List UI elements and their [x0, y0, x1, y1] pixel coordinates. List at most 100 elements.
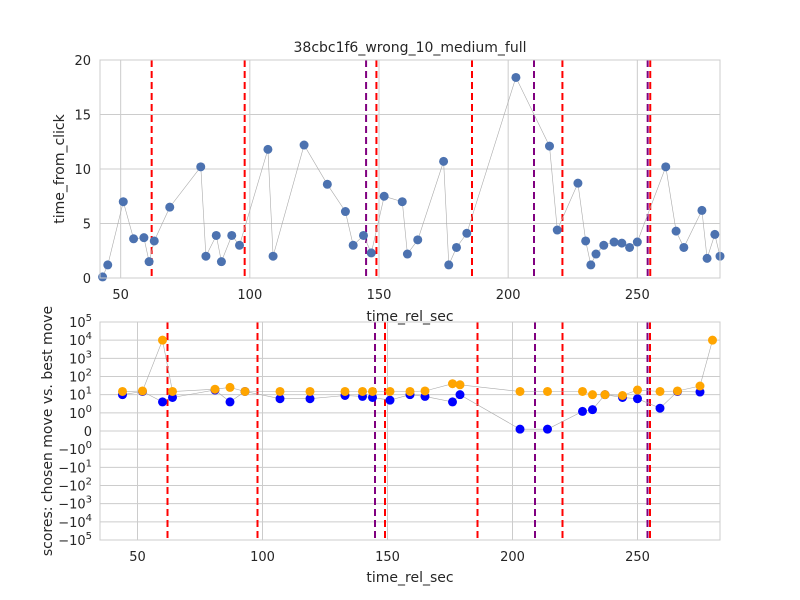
chosen-move-point: [158, 397, 167, 407]
chart-time-from-click: 50 100 150 200 250 0 5 10 15 20 38cbc1f6_wrong_1…: [52, 40, 725, 325]
data-point: [129, 234, 139, 244]
y-tick-label: 103: [69, 349, 92, 367]
data-point: [452, 242, 461, 252]
data-point: [139, 233, 149, 243]
data-point: [661, 162, 671, 172]
y-axis-label: scores: chosen move vs. best move: [40, 306, 56, 556]
chosen-move-point: [455, 390, 465, 400]
chart-scores: 50 100 150 200 250 1051041031021011000−100−1…: [40, 306, 721, 586]
data-point: [340, 207, 350, 217]
chosen-move-point: [633, 394, 642, 404]
data-point: [702, 253, 712, 263]
data-point: [216, 257, 226, 267]
x-axis-label: time_rel_sec: [366, 309, 453, 325]
best-move-point: [275, 386, 285, 396]
best-move-point: [695, 381, 705, 391]
best-move-point: [138, 386, 147, 396]
chosen-move-point: [655, 403, 665, 413]
best-move-point: [515, 386, 525, 396]
chosen-move-point: [448, 397, 457, 407]
chosen-move-point: [275, 394, 285, 404]
data-point: [671, 226, 681, 236]
data-point: [322, 179, 332, 189]
x-tick-label: 50: [129, 550, 146, 565]
x-axis-label: time_rel_sec: [366, 570, 453, 586]
best-move-point: [600, 390, 610, 400]
chosen-move-point: [225, 397, 235, 407]
data-point: [573, 178, 583, 188]
best-move-point: [118, 386, 127, 396]
best-move-point: [543, 386, 552, 396]
data-point: [617, 238, 627, 248]
data-point: [348, 240, 358, 250]
y-tick-label: 20: [74, 54, 91, 69]
chosen-move-point: [578, 406, 587, 416]
data-point: [697, 205, 707, 215]
vertical-markers: [166, 322, 651, 540]
chosen-move-point: [305, 394, 315, 404]
data-point: [679, 242, 689, 252]
data-point: [462, 228, 472, 238]
x-tick-label: 250: [625, 550, 650, 565]
data-point: [439, 156, 449, 166]
best-move-point: [448, 379, 457, 389]
data-point: [196, 162, 206, 172]
data-point: [552, 225, 562, 235]
best-move-point: [420, 386, 430, 396]
x-tick-labels: 50 100 150 200 250: [129, 550, 650, 565]
data-point: [413, 235, 423, 245]
best-move-point: [368, 386, 377, 396]
data-point: [632, 237, 642, 247]
best-move-point: [618, 390, 627, 400]
y-tick-label: −105: [58, 531, 92, 549]
y-tick-label: 5: [83, 218, 91, 233]
series-layer: [118, 335, 717, 434]
y-tick-label: −100: [58, 440, 92, 458]
best-move-point: [225, 382, 235, 392]
best-move-point: [168, 386, 177, 396]
x-tick-label: 200: [496, 288, 521, 303]
best-move-point: [673, 386, 682, 396]
chosen-move-point: [385, 395, 395, 405]
data-point: [609, 237, 619, 247]
data-point: [586, 260, 596, 270]
plot-frame: [99, 59, 721, 279]
y-tick-label: 100: [69, 404, 92, 422]
data-point: [359, 230, 368, 240]
best-move-point: [305, 386, 315, 396]
data-point: [118, 197, 128, 207]
data-point: [625, 242, 635, 252]
x-tick-label: 150: [375, 550, 400, 565]
data-point: [98, 272, 108, 282]
best-move-point: [385, 386, 395, 396]
y-tick-label: 0: [83, 272, 91, 287]
y-axis-label: time_from_click: [52, 113, 68, 223]
best-series-line: [122, 339, 713, 396]
best-move-point: [405, 386, 415, 396]
y-tick-label: −104: [58, 513, 92, 531]
data-point: [710, 229, 720, 239]
best-move-point: [340, 386, 350, 396]
y-tick-label: −101: [58, 458, 92, 476]
best-move-point: [633, 385, 642, 395]
data-point: [103, 260, 113, 270]
x-tick-label: 50: [112, 288, 129, 303]
y-tick-label: 104: [69, 331, 92, 349]
x-tick-label: 100: [237, 288, 262, 303]
data-point: [511, 72, 521, 82]
best-move-point: [578, 386, 587, 396]
data-point: [227, 230, 237, 240]
grid: [100, 321, 720, 541]
y-tick-label: 102: [69, 368, 92, 386]
data-point: [165, 202, 175, 212]
best-move-point: [708, 335, 717, 345]
x-tick-label: 250: [625, 288, 650, 303]
chosen-move-point: [543, 424, 552, 434]
y-tick-label: 105: [69, 313, 92, 331]
x-tick-label: 200: [500, 550, 525, 565]
data-point: [444, 260, 454, 270]
data-point: [299, 140, 309, 150]
data-point: [268, 251, 278, 261]
